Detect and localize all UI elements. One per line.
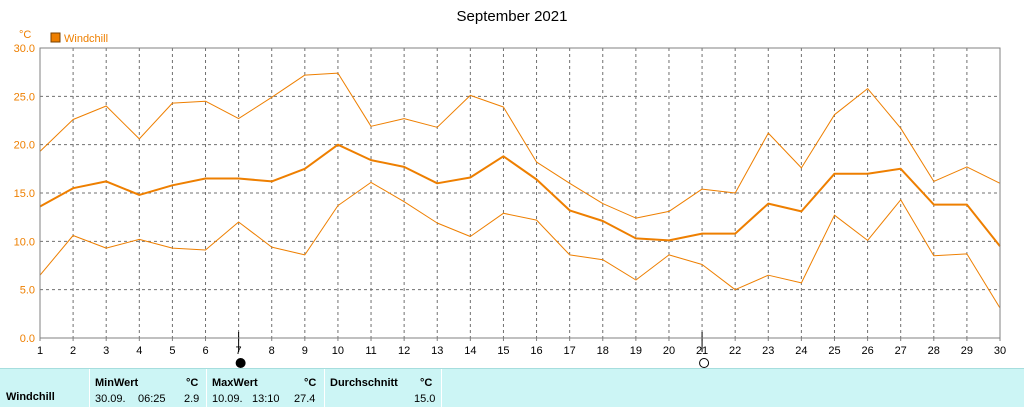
windchill-chart: September 2021 °C Windchill 0.05.010.015… xyxy=(14,8,1006,368)
y-tick-label: 20.0 xyxy=(14,140,35,152)
plot-frame xyxy=(39,47,1001,339)
max-header: MaxWert xyxy=(212,377,258,389)
x-tick-label: 23 xyxy=(762,345,774,357)
avg-header: Durchschnitt xyxy=(330,377,398,389)
x-tick-label: 27 xyxy=(895,345,907,357)
x-tick-label: 6 xyxy=(202,345,208,357)
x-tick-label: 2 xyxy=(70,345,76,357)
max-date: 10.09. xyxy=(212,393,243,405)
series-line-mean xyxy=(39,143,1001,247)
y-axis-ticks: 0.0 5.0 10.0 15.0 20.0 25.0 30.0 xyxy=(14,43,35,345)
avg-value: 15.0 xyxy=(414,393,436,405)
max-unit: °C xyxy=(304,377,317,389)
min-unit: °C xyxy=(186,377,199,389)
stats-label: Windchill xyxy=(6,391,55,403)
min-value: 2.9 xyxy=(184,393,200,405)
x-tick-label: 11 xyxy=(365,345,376,357)
stats-separator xyxy=(441,369,442,407)
legend-label: Windchill xyxy=(64,33,108,45)
series-line-min xyxy=(39,181,1001,309)
x-axis-ticks: 1234567891011121314151617181920212223242… xyxy=(37,338,1006,357)
x-tick-label: 18 xyxy=(597,345,609,357)
chart-title: September 2021 xyxy=(457,8,568,25)
x-tick-label: 5 xyxy=(169,345,175,357)
x-tick-label: 22 xyxy=(729,345,741,357)
max-time: 13:10 xyxy=(252,393,280,405)
x-tick-label: 29 xyxy=(961,345,973,357)
series-lines xyxy=(39,72,1001,309)
max-value: 27.4 xyxy=(294,393,316,405)
stats-separator xyxy=(324,369,325,407)
y-tick-label: 30.0 xyxy=(14,43,35,55)
y-tick-label: 5.0 xyxy=(20,285,35,297)
legend-swatch xyxy=(50,32,61,43)
x-tick-label: 10 xyxy=(332,345,344,357)
x-tick-label: 20 xyxy=(663,345,675,357)
x-tick-label: 17 xyxy=(564,345,576,357)
min-time: 06:25 xyxy=(138,393,166,405)
x-tick-label: 24 xyxy=(795,345,807,357)
x-tick-label: 30 xyxy=(994,345,1006,357)
x-tick-label: 13 xyxy=(431,345,443,357)
x-tick-label: 1 xyxy=(37,345,43,357)
y-tick-label: 15.0 xyxy=(14,188,35,200)
y-tick-label: 10.0 xyxy=(14,236,35,248)
series-line-max xyxy=(39,72,1001,219)
x-tick-label: 25 xyxy=(828,345,840,357)
x-tick-label: 19 xyxy=(630,345,642,357)
x-tick-label: 4 xyxy=(136,345,142,357)
y-tick-label: 25.0 xyxy=(14,91,35,103)
grid-lines xyxy=(40,48,1000,338)
min-date: 30.09. xyxy=(95,393,126,405)
x-tick-label: 28 xyxy=(928,345,940,357)
x-tick-label: 16 xyxy=(530,345,542,357)
moon-markers xyxy=(235,332,710,368)
stats-panel: Windchill MinWert °C 30.09. 06:25 2.9 Ma… xyxy=(0,368,1024,407)
new-moon-icon xyxy=(235,358,246,368)
x-tick-label: 15 xyxy=(497,345,509,357)
full-moon-icon xyxy=(699,358,710,368)
y-tick-label: 0.0 xyxy=(20,333,35,345)
x-tick-label: 14 xyxy=(464,345,476,357)
avg-unit: °C xyxy=(420,377,433,389)
x-tick-label: 3 xyxy=(103,345,109,357)
stats-separator xyxy=(206,369,207,407)
x-tick-label: 8 xyxy=(269,345,275,357)
stats-separator xyxy=(89,369,90,407)
y-axis-unit: °C xyxy=(19,29,31,41)
min-header: MinWert xyxy=(95,377,139,389)
x-tick-label: 12 xyxy=(398,345,410,357)
x-tick-label: 26 xyxy=(861,345,873,357)
x-tick-label: 9 xyxy=(302,345,308,357)
